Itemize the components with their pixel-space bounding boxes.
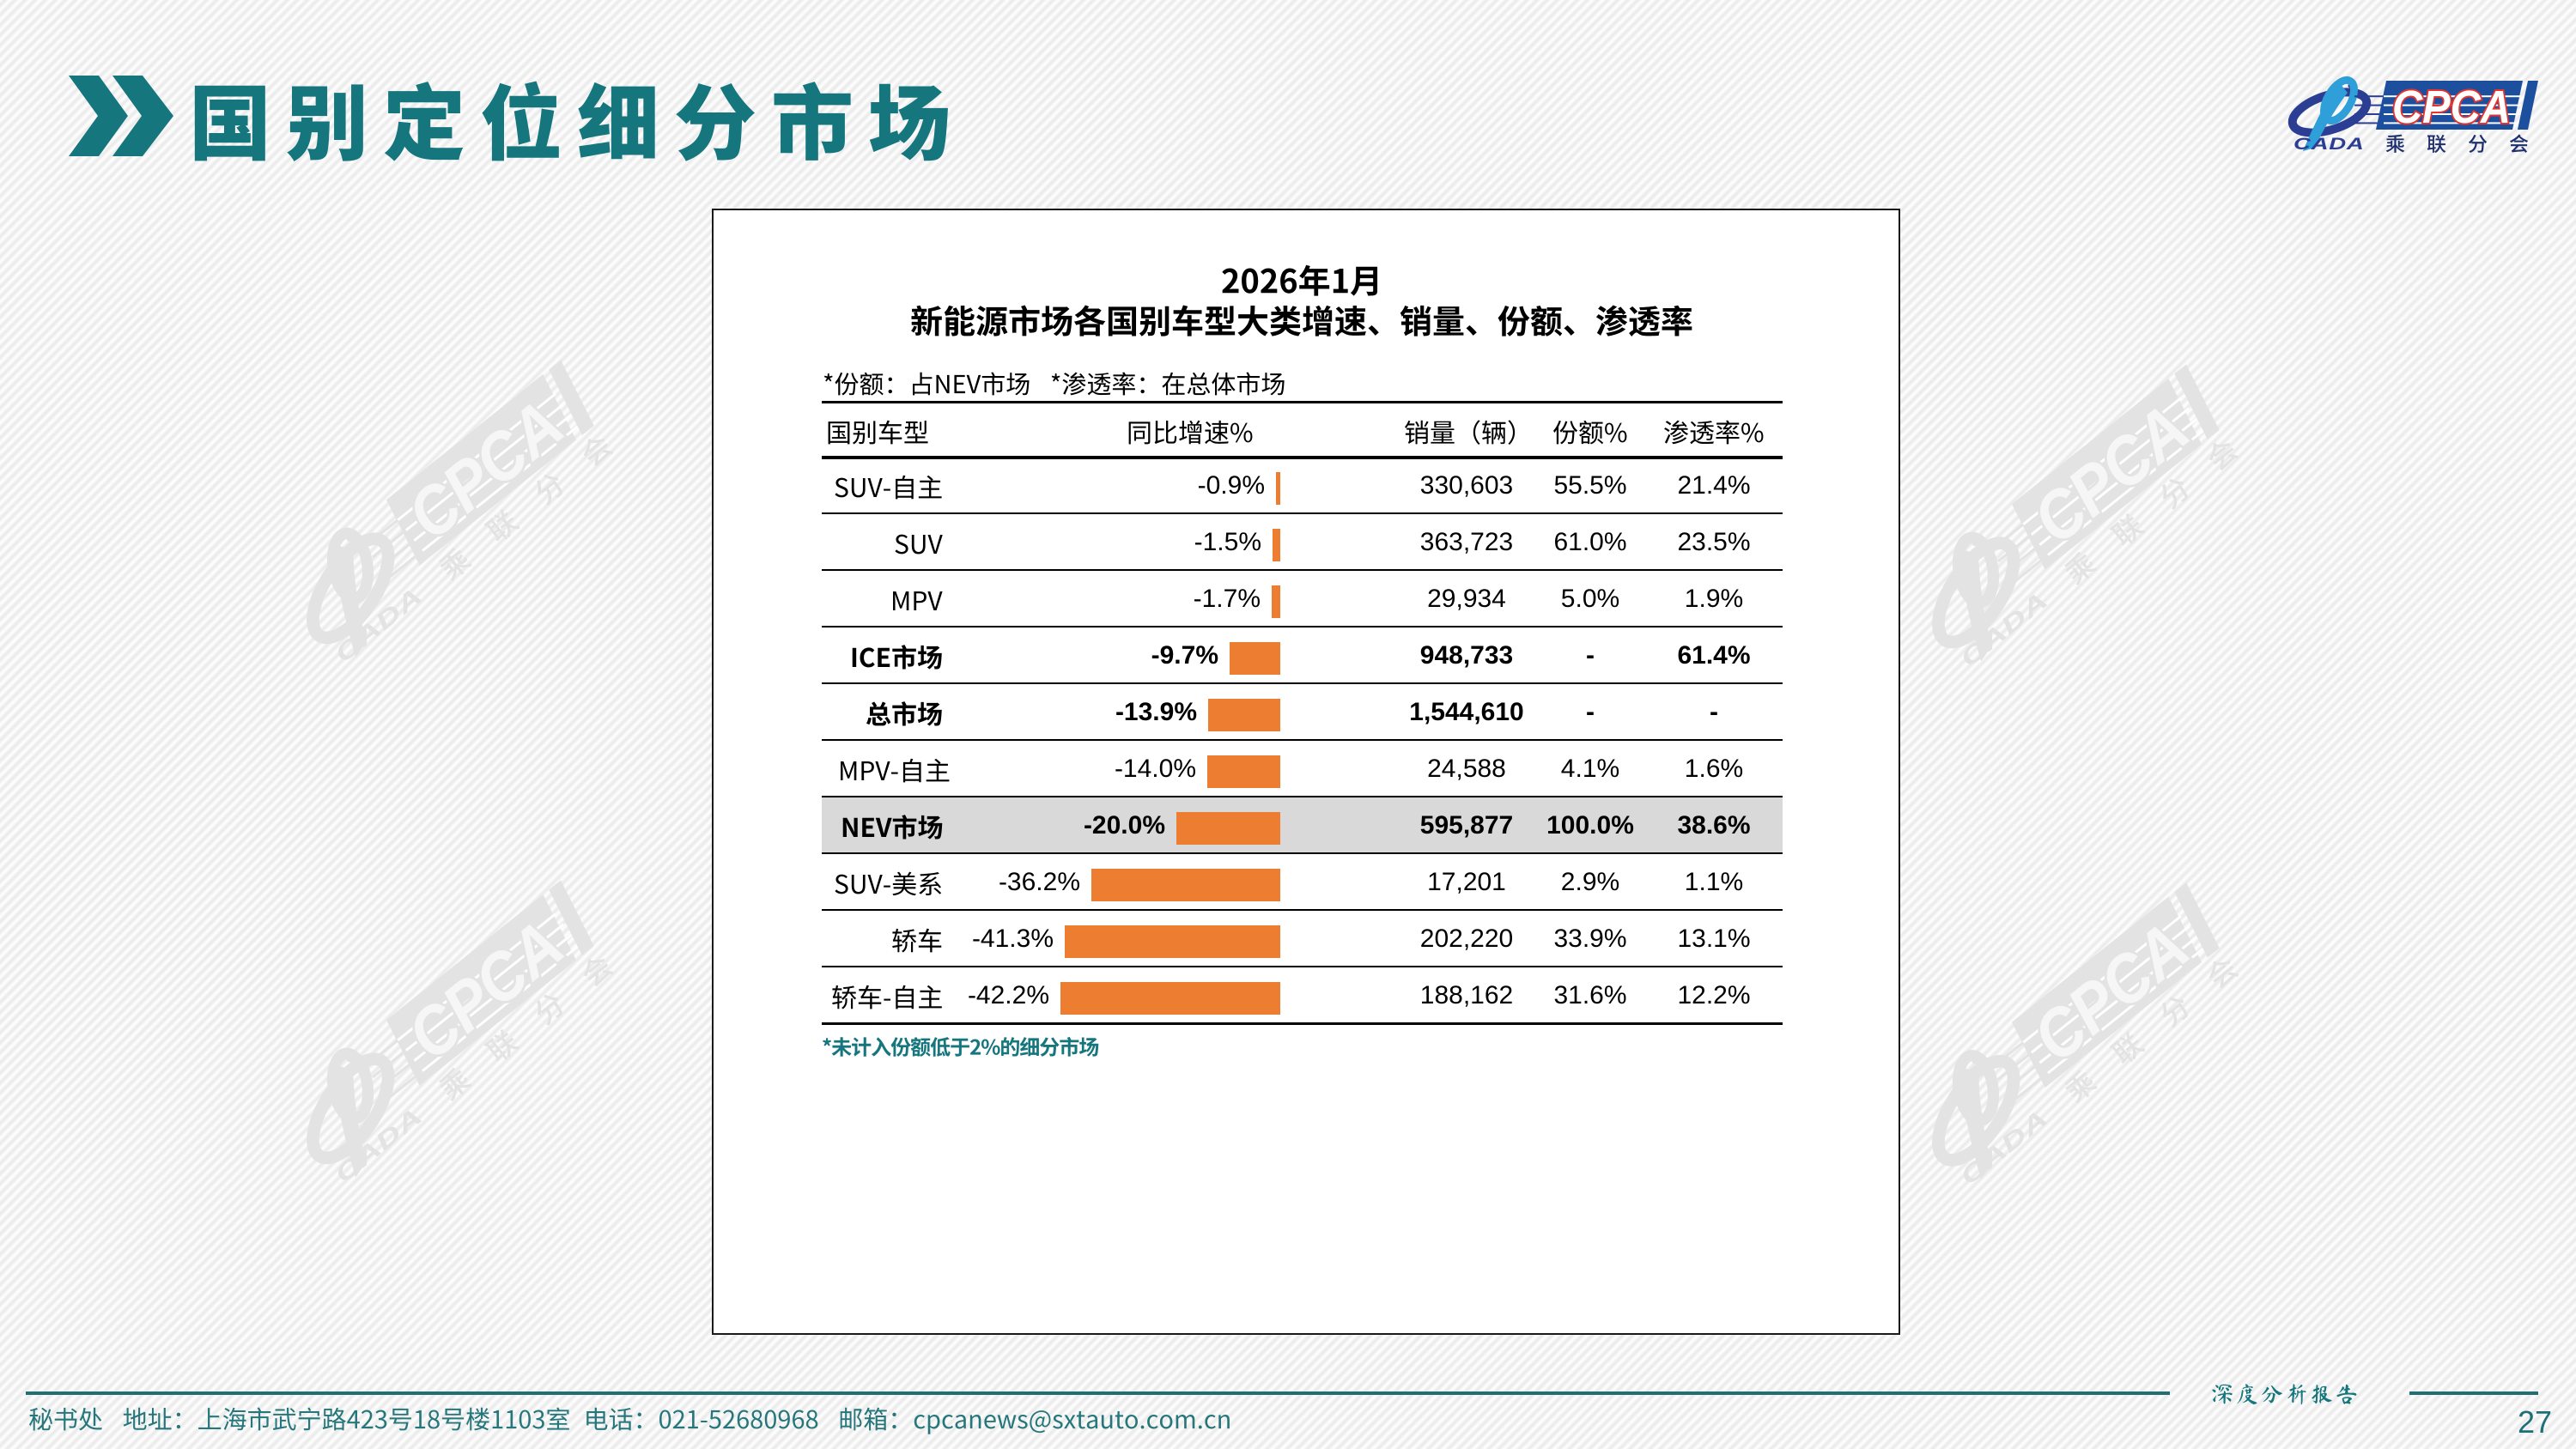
svg-text:CPCA: CPCA [2019, 390, 2202, 558]
svg-text:CPCA: CPCA [393, 906, 577, 1074]
svg-text:CPCA: CPCA [2019, 907, 2202, 1076]
svg-text:CADA: CADA [2293, 136, 2364, 154]
svg-text:CPCA: CPCA [2392, 82, 2511, 133]
svg-text:CPCA: CPCA [393, 385, 577, 554]
